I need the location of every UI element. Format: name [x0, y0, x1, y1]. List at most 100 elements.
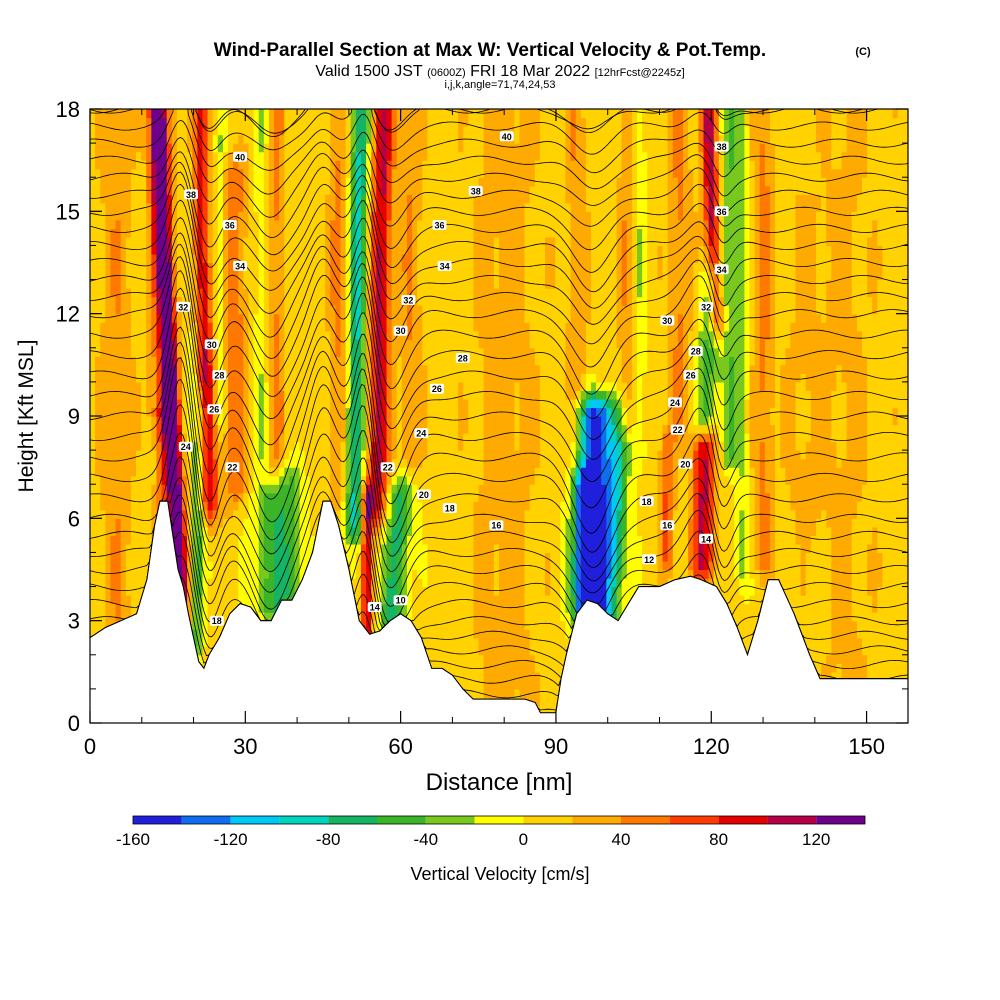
velocity-cell: [176, 143, 183, 153]
velocity-cell: [274, 492, 280, 502]
velocity-cell: [309, 441, 316, 451]
velocity-cell: [366, 313, 372, 323]
velocity-cell: [105, 407, 112, 417]
velocity-cell: [100, 194, 106, 204]
velocity-cell: [294, 398, 301, 409]
velocity-cell: [141, 578, 147, 588]
velocity-cell: [406, 313, 413, 323]
velocity-cell: [202, 194, 209, 204]
velocity-cell: [335, 381, 342, 392]
velocity-cell: [176, 518, 183, 528]
velocity-cell: [406, 543, 413, 554]
velocity-cell: [228, 381, 234, 392]
velocity-cell: [350, 424, 357, 434]
velocity-cell: [376, 492, 383, 502]
velocity-cell: [207, 126, 214, 136]
velocity-cell: [417, 313, 423, 323]
velocity-cell: [141, 322, 147, 332]
velocity-cell: [391, 569, 398, 579]
velocity-cell: [263, 211, 270, 221]
velocity-cell: [437, 313, 444, 323]
velocity-cell: [299, 458, 306, 468]
velocity-cell: [284, 390, 290, 400]
velocity-cell: [248, 194, 255, 204]
velocity-cell: [166, 407, 173, 417]
velocity-cell: [253, 381, 260, 392]
velocity-cell: [294, 535, 301, 545]
velocity-cell: [289, 433, 296, 443]
velocity-cell: [156, 424, 163, 434]
velocity-cell: [381, 569, 388, 579]
velocity-cell: [192, 134, 198, 144]
velocity-cell: [253, 433, 260, 443]
velocity-cell: [376, 262, 383, 272]
velocity-cell: [161, 109, 168, 119]
velocity-cell: [406, 390, 413, 400]
velocity-cell: [396, 356, 403, 366]
velocity-cell: [151, 424, 158, 434]
velocity-cell: [386, 543, 393, 554]
velocity-cell: [182, 279, 188, 289]
velocity-cell: [284, 245, 290, 255]
velocity-cell: [391, 518, 398, 528]
velocity-cell: [228, 450, 234, 460]
velocity-cell: [263, 603, 270, 613]
velocity-cell: [130, 526, 137, 536]
velocity-cell: [350, 296, 357, 306]
velocity-cell: [427, 356, 434, 366]
velocity-cell: [161, 160, 168, 170]
velocity-cell: [325, 322, 331, 332]
velocity-cell: [253, 185, 260, 195]
velocity-cell: [233, 347, 239, 357]
velocity-cell: [110, 194, 117, 204]
velocity-cell: [320, 228, 326, 238]
velocity-cell: [253, 288, 260, 298]
velocity-cell: [437, 347, 444, 357]
velocity-cell: [437, 398, 444, 409]
velocity-cell: [263, 219, 270, 229]
velocity-cell: [412, 117, 418, 127]
velocity-cell: [217, 160, 224, 170]
velocity-cell: [95, 313, 101, 323]
velocity-cell: [243, 509, 250, 519]
velocity-cell: [309, 279, 316, 289]
velocity-cell: [233, 271, 239, 281]
velocity-cell: [279, 279, 285, 289]
velocity-cell: [386, 398, 393, 409]
velocity-cell: [391, 501, 398, 511]
velocity-cell: [258, 441, 265, 451]
velocity-cell: [284, 535, 290, 545]
velocity-cell: [314, 202, 321, 212]
velocity-cell: [396, 526, 403, 536]
velocity-cell: [391, 509, 398, 519]
velocity-cell: [340, 271, 347, 281]
velocity-cell: [314, 126, 321, 136]
velocity-cell: [314, 253, 321, 264]
velocity-cell: [345, 398, 352, 409]
velocity-cell: [238, 296, 244, 306]
velocity-cell: [125, 305, 132, 315]
velocity-cell: [182, 586, 188, 596]
velocity-cell: [110, 117, 117, 127]
velocity-cell: [309, 160, 316, 170]
velocity-cell: [294, 245, 301, 255]
velocity-cell: [417, 228, 423, 238]
velocity-cell: [105, 398, 112, 409]
velocity-cell: [304, 339, 311, 349]
velocity-cell: [360, 586, 367, 596]
velocity-cell: [222, 509, 229, 519]
velocity-cell: [381, 441, 388, 451]
velocity-cell: [360, 595, 367, 605]
velocity-cell: [238, 398, 244, 409]
velocity-cell: [299, 177, 306, 187]
velocity-cell: [248, 271, 255, 281]
velocity-cell: [156, 117, 163, 127]
velocity-cell: [100, 339, 106, 349]
velocity-cell: [243, 236, 250, 247]
velocity-cell: [294, 322, 301, 332]
velocity-cell: [100, 484, 106, 494]
velocity-cell: [192, 373, 198, 383]
velocity-cell: [110, 458, 117, 468]
velocity-cell: [90, 305, 96, 315]
